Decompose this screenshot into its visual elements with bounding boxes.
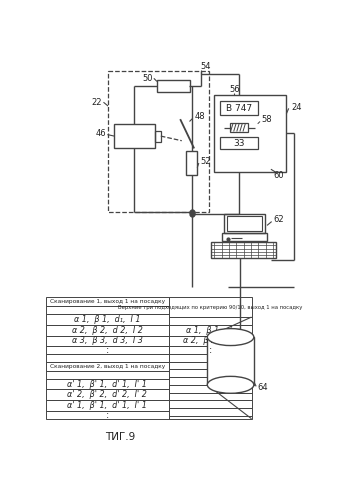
Text: :: : — [106, 345, 109, 355]
Bar — [46, 314, 169, 325]
Text: 48: 48 — [194, 112, 205, 121]
Bar — [169, 346, 251, 354]
Bar — [169, 369, 251, 377]
Bar — [169, 325, 251, 335]
Text: В 747: В 747 — [226, 104, 252, 113]
Bar — [46, 325, 169, 335]
Bar — [169, 377, 251, 385]
Bar — [46, 354, 169, 362]
Text: Верхние три подходящих по критерию 90/10, выход 1 на посадку: Верхние три подходящих по критерию 90/10… — [118, 304, 302, 309]
Text: α 2,  β 2,  d 2: α 2, β 2, d 2 — [183, 336, 237, 345]
Text: 62: 62 — [273, 215, 284, 224]
Text: 50: 50 — [143, 74, 153, 83]
Bar — [207, 337, 254, 385]
Bar — [230, 123, 248, 132]
Text: α' 1,  β' 1,  d' 1,  I' 1: α' 1, β' 1, d' 1, I' 1 — [67, 380, 147, 389]
Bar — [214, 94, 286, 172]
Bar — [114, 124, 154, 148]
Text: 64: 64 — [258, 383, 268, 392]
Bar — [169, 393, 251, 400]
Text: 60: 60 — [273, 171, 284, 180]
Text: 24: 24 — [291, 103, 301, 112]
Bar — [46, 346, 169, 354]
Text: 33: 33 — [233, 139, 245, 148]
Bar — [169, 385, 251, 393]
Bar — [222, 233, 267, 241]
Bar — [169, 317, 251, 325]
Text: :: : — [209, 345, 212, 355]
Text: :: : — [106, 410, 109, 420]
Bar — [46, 411, 169, 419]
Bar — [220, 137, 259, 149]
Bar — [186, 151, 197, 175]
Bar — [154, 131, 161, 142]
Text: 58: 58 — [262, 115, 272, 124]
Bar — [169, 408, 251, 416]
Text: ΤИГ.9: ΤИГ.9 — [105, 432, 135, 442]
Text: Сканирование 1, выход 1 на посадку: Сканирование 1, выход 1 на посадку — [50, 299, 165, 304]
Bar — [46, 379, 169, 389]
Bar — [46, 297, 169, 306]
Bar — [169, 362, 251, 369]
Bar — [108, 71, 209, 212]
Bar — [46, 400, 169, 411]
Bar — [211, 243, 276, 258]
Text: α 3,  β 3,  d 3,  I 3: α 3, β 3, d 3, I 3 — [72, 336, 143, 345]
Bar — [169, 400, 251, 408]
Text: 46: 46 — [95, 129, 106, 138]
Text: 22: 22 — [91, 98, 102, 107]
Ellipse shape — [207, 329, 254, 345]
Bar — [46, 335, 169, 346]
Bar — [46, 306, 169, 314]
Ellipse shape — [207, 376, 254, 393]
Text: α' 2,  β' 2,  d' 2,  I' 2: α' 2, β' 2, d' 2, I' 2 — [67, 390, 147, 399]
Bar — [227, 216, 262, 231]
Bar — [46, 362, 169, 371]
Bar — [224, 214, 265, 233]
Text: α 2,  β 2,  d 2,  I 2: α 2, β 2, d 2, I 2 — [72, 326, 143, 335]
Bar — [46, 371, 169, 379]
Bar — [169, 297, 251, 317]
Text: 52: 52 — [200, 157, 211, 166]
Text: α' 1,  β' 1,  d' 1,  I' 1: α' 1, β' 1, d' 1, I' 1 — [67, 401, 147, 410]
Bar — [169, 354, 251, 362]
Text: α 1,  β 1,  d₁: α 1, β 1, d₁ — [186, 326, 235, 335]
Text: α 1,  β 1,  d₁,  I 1: α 1, β 1, d₁, I 1 — [74, 315, 141, 324]
Text: 54: 54 — [200, 62, 211, 71]
Bar — [169, 416, 251, 419]
Text: 56: 56 — [229, 85, 240, 94]
Text: Сканирование 2, выход 1 на посадку: Сканирование 2, выход 1 на посадку — [50, 364, 165, 369]
Bar — [169, 335, 251, 346]
Bar — [220, 101, 259, 115]
Bar — [46, 389, 169, 400]
Bar — [157, 80, 190, 92]
